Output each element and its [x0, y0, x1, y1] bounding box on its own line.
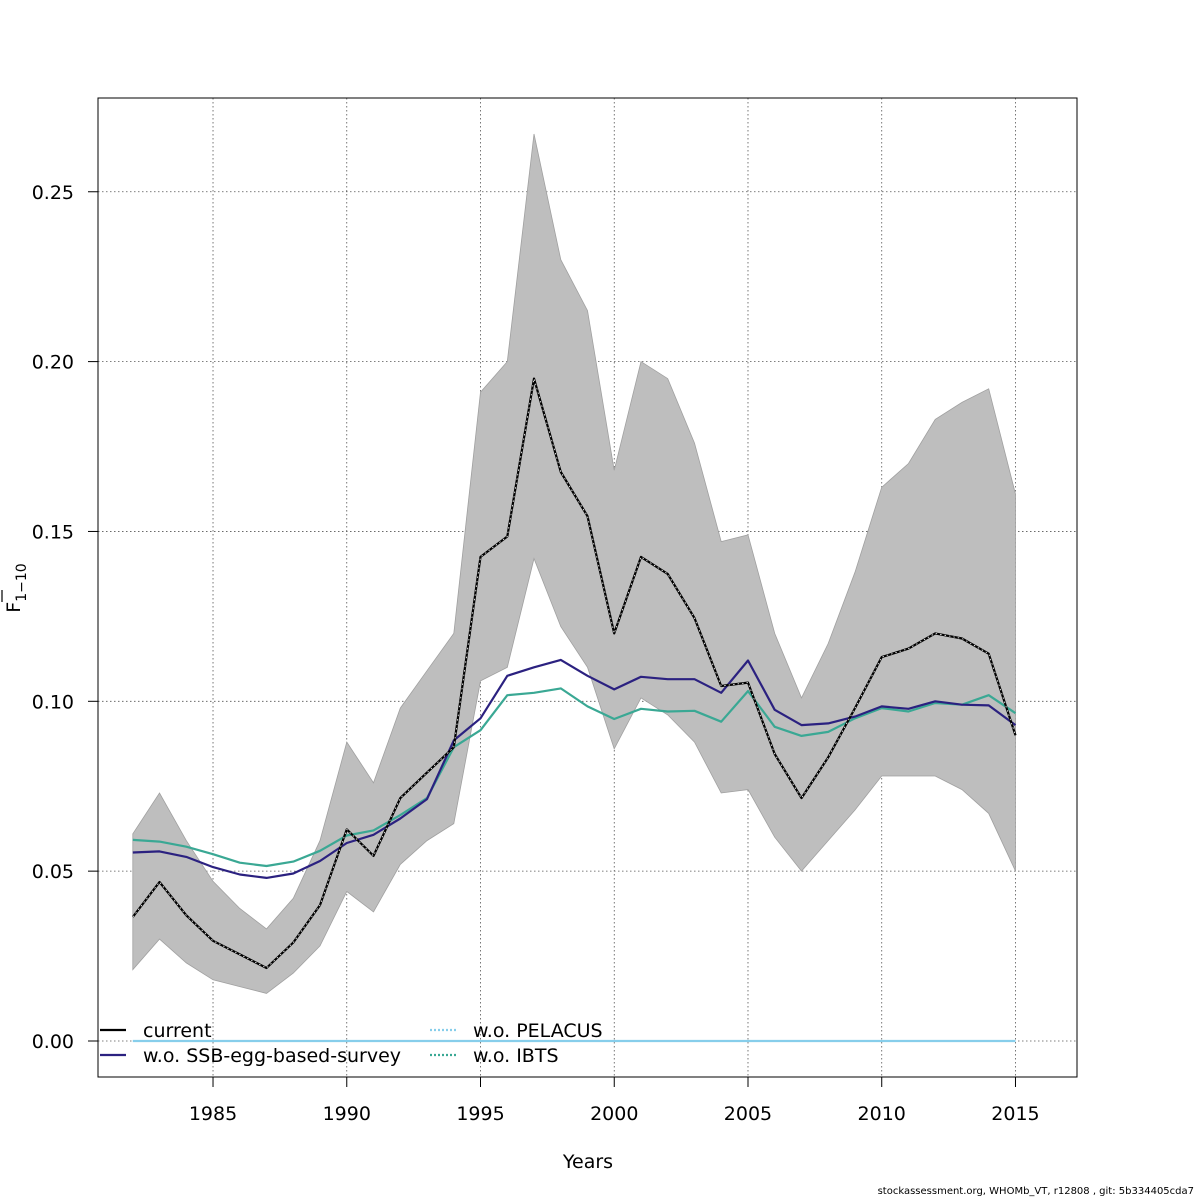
- y-tick-label: 0.20: [32, 352, 74, 374]
- x-tick-label: 1985: [189, 1103, 237, 1125]
- series-line-current-dots: [132, 378, 1016, 969]
- y-axis-title-subscript: 1−10: [14, 563, 30, 601]
- x-axis-title: Years: [562, 1151, 613, 1173]
- legend-label: current: [143, 1020, 212, 1042]
- x-tick-label: 2010: [858, 1103, 906, 1125]
- plot-frame: [97, 97, 1078, 1078]
- legend-item: w.o. SSB-egg-based-survey: [100, 1045, 401, 1067]
- y-axis-title-main: F: [3, 602, 25, 613]
- legend-item: current: [100, 1020, 212, 1042]
- legend-label: w.o. SSB-egg-based-survey: [143, 1045, 401, 1067]
- y-tick-label: 0.05: [32, 861, 74, 883]
- series-line-w-o-ibts: [132, 687, 1017, 868]
- y-tick-label: 0.25: [32, 182, 74, 204]
- x-tick-label: 1990: [323, 1103, 371, 1125]
- y-tick-label: 0.15: [32, 521, 74, 543]
- x-tick-label: 2000: [590, 1103, 638, 1125]
- legend-label: w.o. IBTS: [473, 1045, 559, 1067]
- x-tick-label: 1995: [456, 1103, 504, 1125]
- confidence-band: [132, 133, 1016, 994]
- legend-item: w.o. PELACUS: [430, 1020, 603, 1042]
- legend: current w.o. SSB-egg-based-survey w.o. PEL…: [100, 1020, 603, 1067]
- y-axis-title-group: F1−10: [1, 563, 30, 613]
- x-tick-label: 2015: [991, 1103, 1039, 1125]
- y-tick-label: 0.10: [32, 691, 74, 713]
- y-axis: 0.00 0.05 0.10 0.15 0.20 0.25: [32, 182, 98, 1053]
- footer-credit: stockassessment.org, WHOMb_VT, r12808 , …: [877, 1186, 1194, 1197]
- legend-label: w.o. PELACUS: [473, 1020, 603, 1042]
- series-lines: [131, 377, 1017, 1043]
- x-axis: 1985 1990 1995 2000 2005 2010 2015: [189, 1077, 1040, 1125]
- y-axis-title: F1−10: [3, 563, 30, 612]
- y-tick-label: 0.00: [32, 1031, 74, 1053]
- legend-item: w.o. IBTS: [430, 1045, 559, 1067]
- series-line-w-o-ssb-egg-based-survey: [132, 658, 1017, 880]
- x-tick-label: 2005: [724, 1103, 772, 1125]
